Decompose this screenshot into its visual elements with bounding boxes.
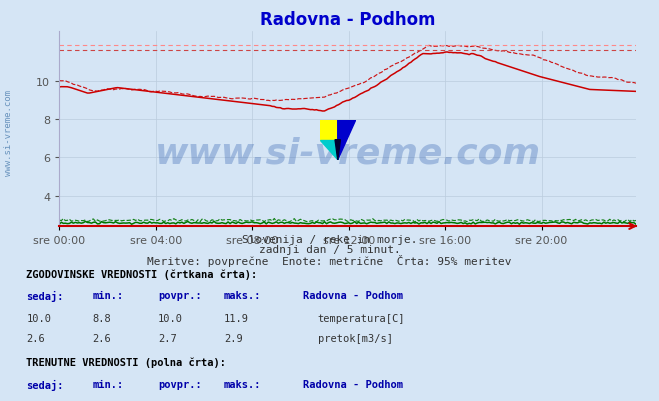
Polygon shape bbox=[320, 140, 338, 160]
Text: 10.0: 10.0 bbox=[158, 313, 183, 323]
Text: 2.7: 2.7 bbox=[158, 333, 177, 343]
Title: Radovna - Podhom: Radovna - Podhom bbox=[260, 11, 436, 29]
Text: zadnji dan / 5 minut.: zadnji dan / 5 minut. bbox=[258, 245, 401, 255]
Text: 2.6: 2.6 bbox=[26, 333, 45, 343]
Text: maks.:: maks.: bbox=[224, 379, 262, 389]
Text: Radovna - Podhom: Radovna - Podhom bbox=[303, 379, 403, 389]
Text: Slovenija / reke in morje.: Slovenija / reke in morje. bbox=[242, 235, 417, 245]
Text: www.si-vreme.com: www.si-vreme.com bbox=[4, 89, 13, 175]
Text: min.:: min.: bbox=[92, 291, 123, 301]
Text: povpr.:: povpr.: bbox=[158, 291, 202, 301]
Text: pretok[m3/s]: pretok[m3/s] bbox=[318, 333, 393, 343]
Text: Radovna - Podhom: Radovna - Podhom bbox=[303, 291, 403, 301]
Text: temperatura[C]: temperatura[C] bbox=[318, 313, 405, 323]
Polygon shape bbox=[338, 120, 356, 160]
Text: Meritve: povprečne  Enote: metrične  Črta: 95% meritev: Meritve: povprečne Enote: metrične Črta:… bbox=[147, 255, 512, 267]
Bar bbox=[320, 120, 338, 140]
Polygon shape bbox=[335, 140, 341, 160]
Text: sedaj:: sedaj: bbox=[26, 291, 64, 302]
Text: 2.6: 2.6 bbox=[92, 333, 111, 343]
Text: maks.:: maks.: bbox=[224, 291, 262, 301]
Text: TRENUTNE VREDNOSTI (polna črta):: TRENUTNE VREDNOSTI (polna črta): bbox=[26, 357, 226, 367]
Text: min.:: min.: bbox=[92, 379, 123, 389]
Text: 2.9: 2.9 bbox=[224, 333, 243, 343]
Text: 10.0: 10.0 bbox=[26, 313, 51, 323]
Text: sedaj:: sedaj: bbox=[26, 379, 64, 390]
Text: povpr.:: povpr.: bbox=[158, 379, 202, 389]
Text: 8.8: 8.8 bbox=[92, 313, 111, 323]
Text: ZGODOVINSKE VREDNOSTI (črtkana črta):: ZGODOVINSKE VREDNOSTI (črtkana črta): bbox=[26, 269, 258, 279]
Text: www.si-vreme.com: www.si-vreme.com bbox=[155, 136, 540, 170]
Text: 11.9: 11.9 bbox=[224, 313, 249, 323]
